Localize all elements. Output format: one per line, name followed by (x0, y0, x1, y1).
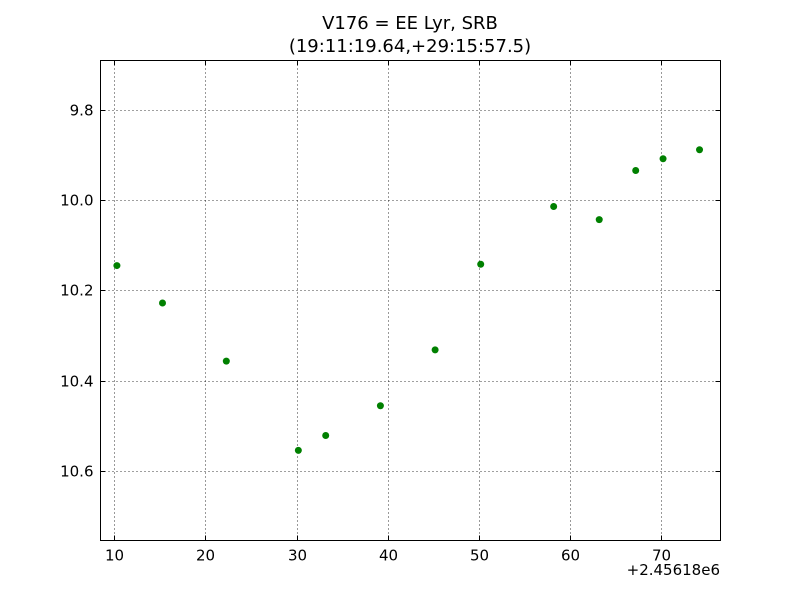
data-point (222, 357, 230, 365)
data-point (595, 216, 603, 224)
x-offset-label: +2.45618e6 (627, 561, 720, 579)
grid-lines (100, 60, 721, 541)
x-tick-label: 20 (196, 547, 215, 565)
data-point (376, 402, 384, 410)
chart-title-line-2: (19:11:19.64,+29:15:57.5) (289, 36, 531, 57)
y-tick-labels: 9.8 10.0 10.2 10.4 10.6 (60, 102, 93, 481)
x-tick-label: 10 (105, 547, 124, 565)
x-tick-label: 70 (652, 547, 671, 565)
data-point (294, 446, 302, 454)
axis-ticks (100, 60, 721, 541)
plot-frame (100, 60, 721, 541)
y-tick-label: 10.0 (60, 192, 93, 210)
x-tick-label: 40 (379, 547, 398, 565)
y-tick-label: 10.6 (60, 463, 93, 481)
x-tick-label: 50 (470, 547, 489, 565)
data-point (322, 431, 330, 439)
data-point (659, 155, 667, 163)
x-tick-label: 30 (288, 547, 307, 565)
data-point (550, 203, 558, 211)
data-point (113, 262, 121, 270)
y-tick-label: 10.4 (60, 373, 93, 391)
y-tick-label: 10.2 (60, 282, 93, 300)
data-point (632, 166, 640, 174)
data-points (113, 146, 704, 454)
data-point (431, 346, 439, 354)
y-tick-label: 9.8 (70, 102, 94, 120)
data-point (696, 146, 704, 154)
data-point (477, 260, 485, 268)
x-tick-labels: 10 20 30 40 50 60 70 (105, 547, 671, 565)
x-tick-label: 60 (561, 547, 580, 565)
chart-title-line-1: V176 = EE Lyr, SRB (322, 13, 498, 34)
data-point (159, 299, 166, 307)
